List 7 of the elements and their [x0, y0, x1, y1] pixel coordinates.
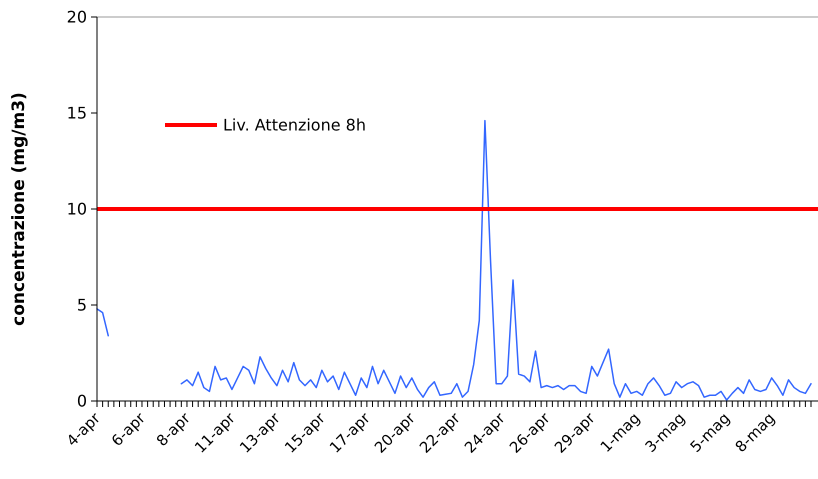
- y-axis-title: concentrazione (mg/m3): [9, 92, 29, 326]
- y-tick-label: 10: [66, 200, 87, 219]
- y-tick-label: 15: [66, 104, 87, 123]
- y-tick-label: 5: [76, 296, 87, 315]
- y-tick-label: 0: [76, 392, 87, 411]
- y-tick-label: 20: [66, 8, 87, 27]
- legend-label: Liv. Attenzione 8h: [223, 116, 366, 135]
